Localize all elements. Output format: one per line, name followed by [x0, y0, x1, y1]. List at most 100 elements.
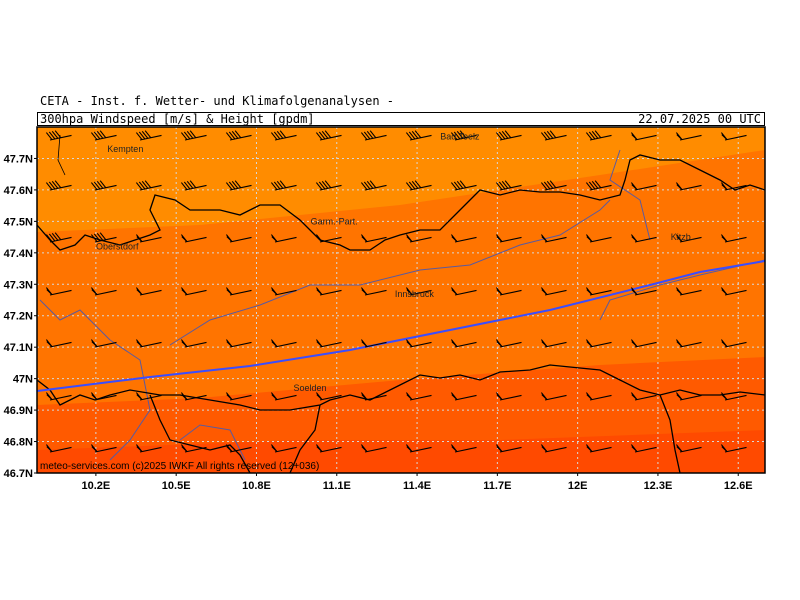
country-border — [37, 364, 765, 411]
credit-line: meteo-services.com (c)2025 IWKF All righ… — [40, 461, 319, 472]
lat-tick-label: 47.3N — [4, 279, 33, 291]
lon-tick-label: 11.7E — [483, 480, 511, 492]
wind-barb — [405, 130, 432, 141]
wind-barb — [270, 180, 297, 191]
wind-barb — [180, 234, 207, 243]
wind-barb — [360, 444, 387, 453]
wind-barb — [540, 287, 567, 296]
wind-barb — [630, 287, 657, 296]
city-label: Kitzb. — [671, 232, 694, 242]
wind-barb — [360, 287, 387, 296]
river — [179, 424, 246, 461]
country-border — [37, 154, 765, 251]
wind-barb — [45, 392, 72, 401]
wind-barb — [270, 339, 297, 348]
wind-barb — [495, 130, 522, 141]
wind-barb — [630, 234, 657, 243]
city-label: Soelden — [293, 383, 326, 393]
wind-barb — [45, 130, 72, 141]
wind-barb — [450, 392, 477, 401]
wind-barb — [225, 234, 252, 243]
wind-barb — [270, 287, 297, 296]
institute-header: CETA - Inst. f. Wetter- und Klimafolgena… — [40, 94, 395, 108]
lat-tick-label: 47.1N — [4, 342, 33, 354]
wind-barb — [450, 287, 477, 296]
wind-barb — [315, 444, 342, 453]
band-4 — [37, 430, 765, 473]
wind-barb — [45, 287, 72, 296]
wind-barb — [135, 130, 162, 141]
city-label: Bad Toelz — [440, 132, 480, 142]
wind-barb — [720, 132, 747, 141]
wind-barb — [225, 392, 252, 401]
city-label: Innsbruck — [395, 289, 435, 299]
wind-barb — [90, 444, 117, 453]
country-border — [149, 394, 251, 473]
wind-barb — [315, 180, 342, 191]
wind-barb — [585, 392, 612, 401]
wind-barb — [315, 392, 342, 401]
lon-tick-label: 12E — [568, 480, 588, 492]
wind-barb — [540, 444, 567, 453]
wind-barb — [450, 180, 477, 191]
wind-barb — [495, 392, 522, 401]
wind-barb — [405, 392, 432, 401]
wind-barb — [540, 234, 567, 243]
wind-barb — [180, 392, 207, 401]
wind-barb — [225, 287, 252, 296]
wind-barb — [180, 130, 207, 141]
wind-barb — [540, 339, 567, 348]
wind-barb — [90, 180, 117, 191]
wind-barb — [90, 392, 117, 401]
city-label: Garm.-Part. — [311, 217, 358, 227]
wind-barb — [405, 234, 432, 243]
wind-barb — [180, 180, 207, 191]
wind-barb — [135, 234, 162, 243]
wind-barb — [270, 392, 297, 401]
wind-barb — [405, 180, 432, 191]
lon-tick-label: 11.1E — [323, 480, 351, 492]
wind-barb — [180, 444, 207, 453]
wind-barb — [585, 444, 612, 453]
wind-barb — [495, 234, 522, 243]
wind-barb — [405, 444, 432, 453]
wind-barb — [675, 339, 702, 348]
lat-tick-label: 47.2N — [4, 311, 33, 323]
wind-barb — [585, 339, 612, 348]
city-label: Kempten — [107, 144, 143, 154]
wind-barb — [720, 444, 747, 453]
lat-tick-label: 46.9N — [4, 405, 33, 417]
wind-barb — [720, 392, 747, 401]
wind-barb — [630, 444, 657, 453]
wind-barb — [90, 232, 117, 243]
wind-barb — [675, 234, 702, 243]
wind-barb — [540, 180, 567, 191]
wind-barb — [225, 180, 252, 191]
wind-barb — [630, 132, 657, 141]
wind-barb — [495, 444, 522, 453]
river — [609, 149, 651, 241]
lon-tick-label: 10.8E — [242, 480, 271, 492]
wind-barb — [180, 287, 207, 296]
wind-barb — [360, 180, 387, 191]
wind-barb — [585, 130, 612, 141]
product-title: 300hpa Windspeed [m/s] & Height [gpdm] — [40, 112, 315, 126]
lat-tick-label: 47.5N — [4, 216, 33, 228]
wind-barb — [360, 392, 387, 401]
wind-barb — [675, 182, 702, 191]
city-label: Oberstdorf — [96, 242, 139, 252]
lon-tick-label: 12.3E — [644, 480, 673, 492]
wind-barb — [540, 130, 567, 141]
valid-time: 22.07.2025 00 UTC — [638, 112, 761, 126]
wind-barb — [585, 180, 612, 191]
wind-barb — [45, 180, 72, 191]
wind-barb — [45, 444, 72, 453]
wind-barb — [90, 339, 117, 348]
wind-barb — [270, 130, 297, 141]
river — [39, 299, 151, 461]
wind-barb — [585, 287, 612, 296]
wind-barb — [360, 339, 387, 348]
wind-barb — [630, 182, 657, 191]
wind-barb — [675, 287, 702, 296]
